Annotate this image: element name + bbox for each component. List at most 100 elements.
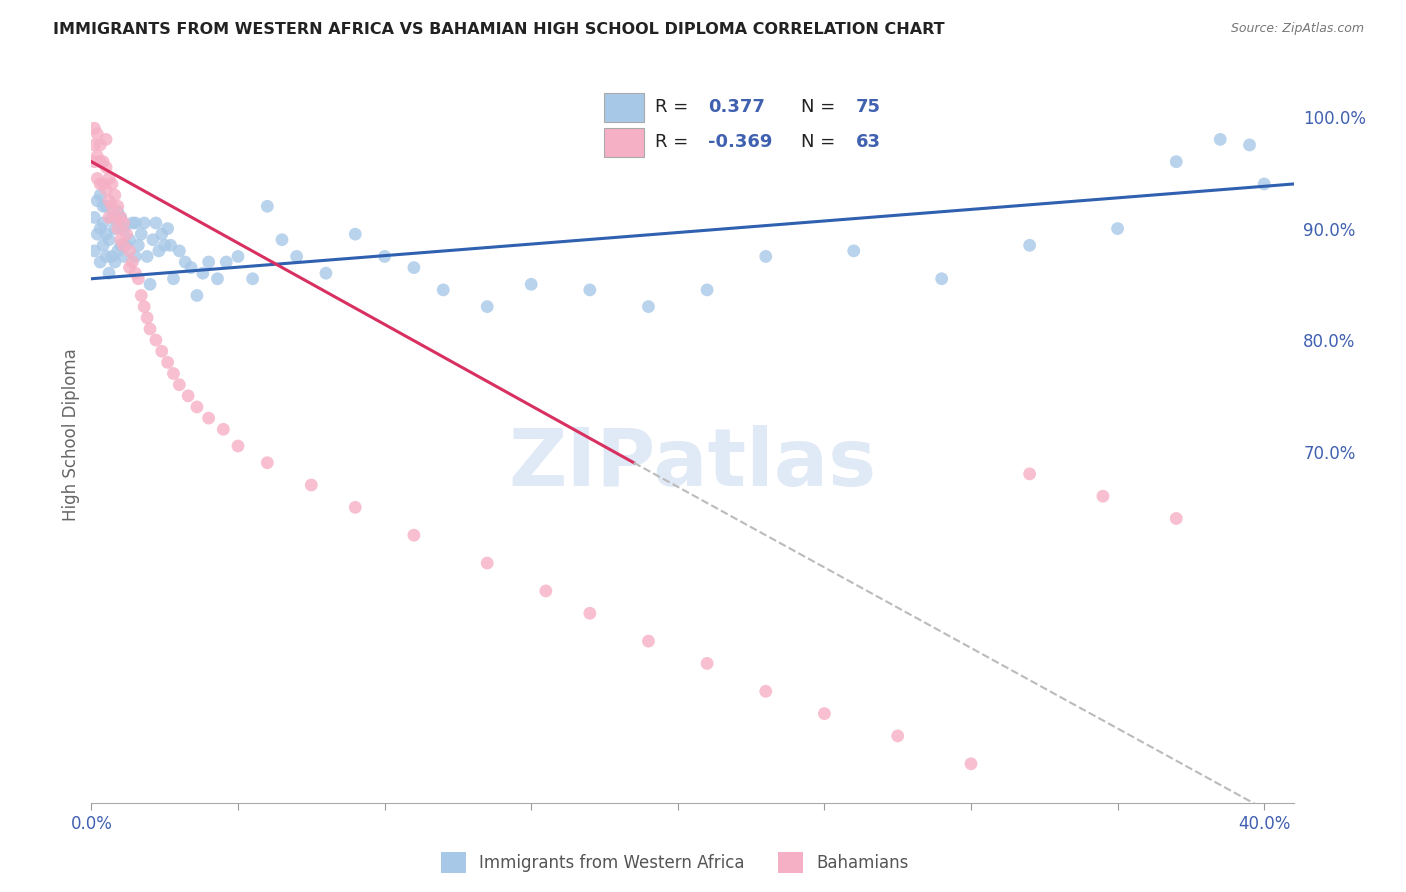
Text: R =: R =: [655, 98, 695, 116]
Point: [110, 211, 132, 225]
Point: [101, 211, 124, 225]
Text: N =: N =: [801, 98, 841, 116]
Point: [226, 439, 249, 453]
Point: [215, 255, 238, 269]
Point: [83, 121, 105, 136]
Point: [136, 250, 159, 264]
Point: [107, 199, 129, 213]
Point: [579, 283, 602, 297]
Point: [98, 233, 121, 247]
Point: [886, 729, 908, 743]
Point: [118, 233, 141, 247]
Point: [98, 171, 121, 186]
Point: [285, 250, 308, 264]
Point: [142, 233, 165, 247]
Point: [83, 244, 105, 258]
Point: [1107, 221, 1129, 235]
Text: ZIPatlas: ZIPatlas: [509, 425, 876, 503]
Point: [212, 422, 235, 436]
Point: [104, 211, 127, 225]
Point: [101, 250, 124, 264]
Point: [242, 272, 264, 286]
Point: [121, 216, 143, 230]
Point: [1166, 511, 1188, 525]
Point: [94, 250, 117, 264]
Point: [110, 238, 132, 252]
Point: [256, 199, 278, 213]
Point: [256, 456, 278, 470]
Point: [139, 322, 162, 336]
Point: [86, 194, 108, 208]
Point: [91, 238, 114, 252]
Point: [94, 161, 117, 175]
Point: [110, 233, 132, 247]
Point: [112, 250, 135, 264]
Point: [91, 199, 114, 213]
Point: [1209, 132, 1232, 146]
Point: [107, 221, 129, 235]
Text: 75: 75: [856, 98, 882, 116]
Point: [696, 283, 718, 297]
Point: [477, 556, 499, 570]
Point: [127, 238, 149, 252]
Point: [139, 277, 162, 292]
Point: [83, 138, 105, 153]
Point: [115, 238, 138, 252]
Point: [124, 266, 146, 280]
Point: [94, 183, 117, 197]
Point: [129, 288, 152, 302]
Point: [91, 154, 114, 169]
Point: [86, 171, 108, 186]
Text: Source: ZipAtlas.com: Source: ZipAtlas.com: [1230, 22, 1364, 36]
Point: [104, 221, 127, 235]
Point: [91, 177, 114, 191]
Point: [89, 177, 111, 191]
Point: [86, 127, 108, 141]
Point: [86, 149, 108, 163]
Point: [169, 244, 191, 258]
Point: [153, 238, 176, 252]
Point: [579, 607, 602, 621]
Text: N =: N =: [801, 133, 841, 151]
Point: [107, 205, 129, 219]
Point: [174, 255, 197, 269]
Point: [1253, 177, 1275, 191]
Point: [534, 584, 557, 599]
Point: [98, 211, 121, 225]
Point: [637, 300, 659, 314]
Point: [344, 500, 367, 515]
Point: [150, 227, 173, 242]
Point: [842, 244, 865, 258]
Point: [696, 657, 718, 671]
Point: [1166, 154, 1188, 169]
Point: [186, 288, 208, 302]
Point: [271, 233, 294, 247]
Point: [112, 238, 135, 252]
Point: [159, 238, 181, 252]
Legend: Immigrants from Western Africa, Bahamians: Immigrants from Western Africa, Bahamian…: [434, 846, 915, 880]
Text: -0.369: -0.369: [709, 133, 773, 151]
Point: [89, 154, 111, 169]
Point: [931, 272, 953, 286]
Point: [520, 277, 543, 292]
Point: [1018, 467, 1040, 481]
Point: [637, 634, 659, 648]
Point: [432, 283, 454, 297]
Point: [115, 227, 138, 242]
Point: [148, 244, 170, 258]
Point: [145, 333, 167, 347]
Point: [121, 255, 143, 269]
Point: [477, 300, 499, 314]
Point: [83, 154, 105, 169]
Point: [1018, 238, 1040, 252]
Point: [162, 367, 184, 381]
Point: [156, 355, 179, 369]
Point: [118, 244, 141, 258]
Point: [104, 255, 127, 269]
Point: [162, 272, 184, 286]
Point: [402, 260, 425, 275]
Point: [124, 216, 146, 230]
Point: [169, 377, 191, 392]
Y-axis label: High School Diploma: High School Diploma: [62, 349, 80, 521]
Point: [374, 250, 396, 264]
